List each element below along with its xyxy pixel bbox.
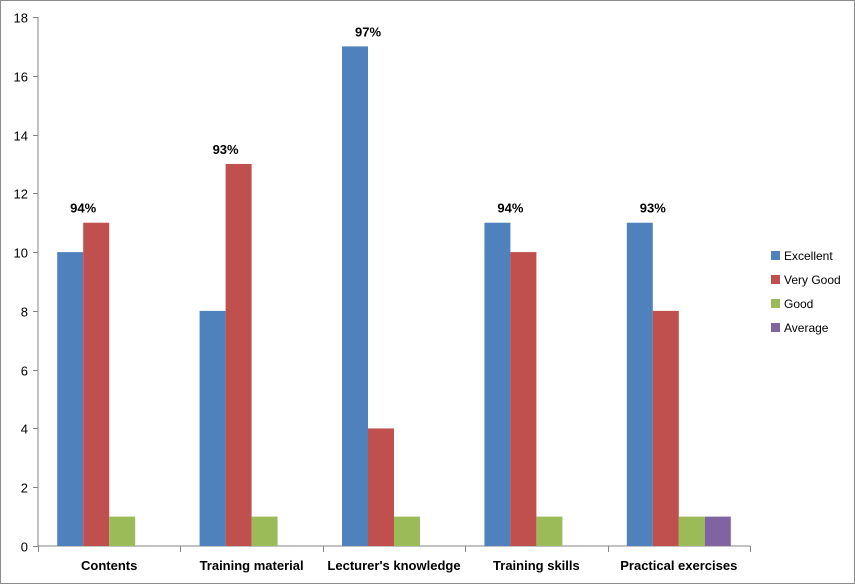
legend-swatch-very-good — [771, 275, 780, 284]
legend-swatch-excellent — [771, 251, 780, 260]
y-tick-label: 4 — [21, 422, 28, 437]
y-tick-label: 8 — [21, 305, 28, 320]
bar-very-good-lecturer-s-knowledge — [368, 428, 394, 546]
percentage-label-training-material: 93% — [213, 142, 239, 157]
y-tick-label: 16 — [14, 70, 28, 85]
x-category-label-training-skills: Training skills — [493, 558, 580, 573]
bar-excellent-training-skills — [484, 222, 511, 546]
bar-good-training-skills — [536, 516, 563, 546]
bars — [57, 46, 731, 547]
bar-good-training-material — [251, 516, 278, 546]
y-axis-ticks: 0 2 4 6 8 10 12 14 16 18 — [14, 11, 38, 555]
legend-label-very-good: Very Good — [784, 273, 841, 287]
legend: Excellent Very Good Good Average — [771, 249, 841, 335]
percentage-annotations: 94% 93% 97% 94% 93% — [70, 24, 666, 215]
percentage-label-training-skills: 94% — [497, 201, 523, 216]
bar-very-good-training-material — [225, 163, 252, 546]
percentage-label-practical-exercises: 93% — [640, 201, 666, 216]
bar-very-good-training-skills — [510, 252, 537, 546]
bar-very-good-contents — [83, 222, 110, 546]
bar-excellent-lecturer-s-knowledge — [342, 46, 368, 547]
bar-very-good-practical-exercises — [652, 310, 679, 546]
y-tick-label: 0 — [21, 540, 28, 555]
x-category-label-lecturer-s-knowledge: Lecturer's knowledge — [327, 558, 460, 573]
bar-excellent-contents — [57, 252, 84, 546]
y-tick-label: 12 — [14, 187, 28, 202]
y-tick-label: 2 — [21, 481, 28, 496]
x-category-label-contents: Contents — [81, 558, 137, 573]
legend-label-good: Good — [784, 297, 813, 311]
bar-good-contents — [109, 516, 136, 546]
bar-excellent-practical-exercises — [626, 222, 653, 546]
x-axis-ticks: Contents Training material Lecturer's know… — [38, 546, 751, 573]
y-tick-label: 14 — [14, 129, 28, 144]
legend-label-excellent: Excellent — [784, 249, 833, 263]
bar-good-lecturer-s-knowledge — [394, 516, 420, 546]
legend-label-average: Average — [784, 321, 829, 335]
x-category-label-practical-exercises: Practical exercises — [620, 558, 737, 573]
y-tick-label: 18 — [14, 11, 28, 26]
legend-swatch-average — [771, 323, 780, 332]
y-tick-label: 10 — [14, 246, 28, 261]
percentage-label-lecturer-s-knowledge: 97% — [355, 24, 381, 39]
bar-good-practical-exercises — [678, 516, 705, 546]
percentage-label-contents: 94% — [70, 201, 96, 216]
x-category-label-training-material: Training material — [200, 558, 304, 573]
y-tick-label: 6 — [21, 364, 28, 379]
bar-excellent-training-material — [199, 310, 226, 546]
legend-swatch-good — [771, 299, 780, 308]
bar-average-practical-exercises — [704, 516, 731, 546]
